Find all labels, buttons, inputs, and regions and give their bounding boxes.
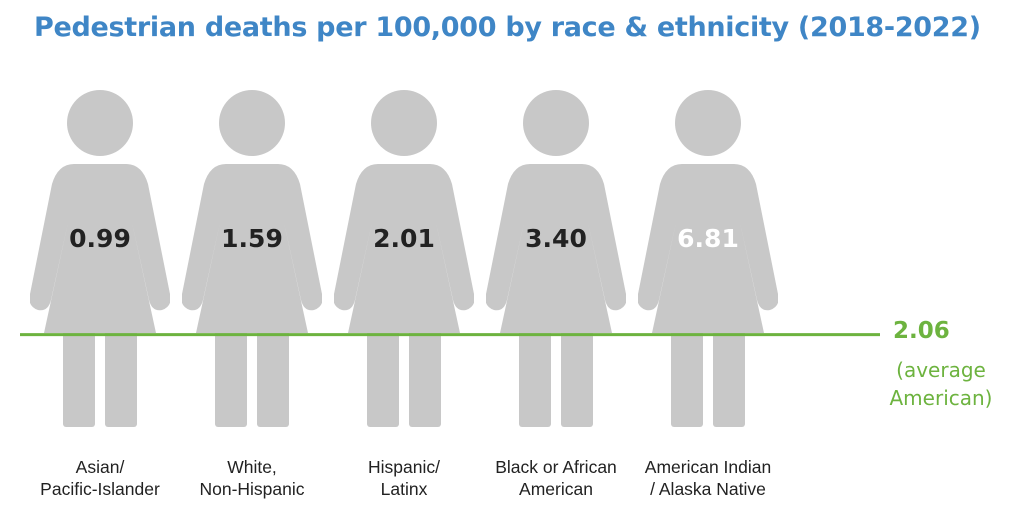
figure-3 bbox=[334, 90, 474, 427]
figure-4 bbox=[486, 90, 626, 427]
category-label-1: Asian/Pacific-Islander bbox=[15, 456, 185, 500]
data-label-1: 0.99 bbox=[69, 224, 131, 253]
figure-base bbox=[486, 90, 626, 427]
category-label-line: Black or African bbox=[495, 457, 617, 477]
category-label-line: Pacific-Islander bbox=[40, 479, 160, 499]
category-label-line: Asian/ bbox=[75, 457, 125, 477]
average-description-line-2: American) bbox=[889, 386, 993, 410]
data-label-2: 1.59 bbox=[221, 224, 283, 253]
figure-base bbox=[30, 90, 170, 427]
figure-2 bbox=[182, 90, 322, 427]
figure-1 bbox=[30, 90, 170, 427]
category-label-5: American Indian / Alaska Native bbox=[623, 456, 793, 500]
category-label-line: American Indian bbox=[644, 457, 772, 477]
figure-base bbox=[638, 90, 778, 427]
average-description-line-1: (average bbox=[896, 358, 986, 382]
data-label-3: 2.01 bbox=[373, 224, 435, 253]
data-label-4: 3.40 bbox=[525, 224, 587, 253]
category-label-line: Latinx bbox=[380, 479, 428, 499]
average-value: 2.06 bbox=[893, 318, 950, 344]
category-label-3: Hispanic/Latinx bbox=[319, 456, 489, 500]
figure-base bbox=[182, 90, 322, 427]
chart-title: Pedestrian deaths per 100,000 by race & … bbox=[34, 12, 981, 43]
category-label-4: Black or African American bbox=[471, 456, 641, 500]
data-label-5: 6.81 bbox=[677, 224, 739, 253]
category-label-line: / Alaska Native bbox=[650, 479, 766, 499]
category-label-line: Non-Hispanic bbox=[199, 479, 305, 499]
figure-base bbox=[334, 90, 474, 427]
category-label-line: American bbox=[519, 479, 593, 499]
average-description: (average American) bbox=[880, 356, 1002, 412]
category-label-line: White, bbox=[227, 457, 277, 477]
category-label-2: White, Non-Hispanic bbox=[167, 456, 337, 500]
figure-5 bbox=[638, 90, 778, 427]
category-label-line: Hispanic/ bbox=[368, 457, 440, 477]
